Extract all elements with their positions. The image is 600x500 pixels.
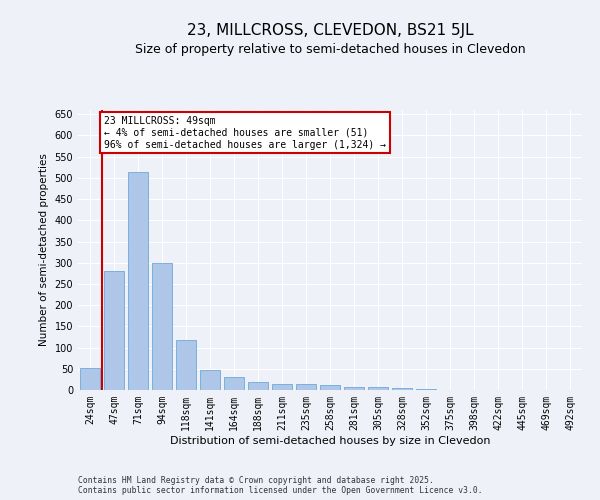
Bar (344, 387, 364, 390)
Bar (296, 384, 316, 390)
Bar (320, 386, 340, 390)
Y-axis label: Number of semi-detached properties: Number of semi-detached properties (39, 154, 49, 346)
Text: 23 MILLCROSS: 49sqm
← 4% of semi-detached houses are smaller (51)
96% of semi-de: 23 MILLCROSS: 49sqm ← 4% of semi-detache… (104, 116, 386, 150)
Text: Contains HM Land Registry data © Crown copyright and database right 2025.
Contai: Contains HM Land Registry data © Crown c… (78, 476, 482, 495)
Bar (248, 382, 268, 390)
Bar (128, 172, 148, 390)
Bar (176, 340, 196, 390)
Bar (368, 387, 388, 390)
Bar (392, 388, 412, 390)
X-axis label: Distribution of semi-detached houses by size in Clevedon: Distribution of semi-detached houses by … (170, 436, 490, 446)
Bar (152, 262, 172, 390)
Bar (104, 271, 124, 390)
Text: Size of property relative to semi-detached houses in Clevedon: Size of property relative to semi-detach… (134, 42, 526, 56)
Bar (416, 388, 436, 390)
Bar (80, 368, 100, 390)
Text: 23, MILLCROSS, CLEVEDON, BS21 5JL: 23, MILLCROSS, CLEVEDON, BS21 5JL (187, 22, 473, 38)
Bar (200, 370, 220, 390)
Bar (272, 384, 292, 390)
Bar (224, 378, 244, 390)
